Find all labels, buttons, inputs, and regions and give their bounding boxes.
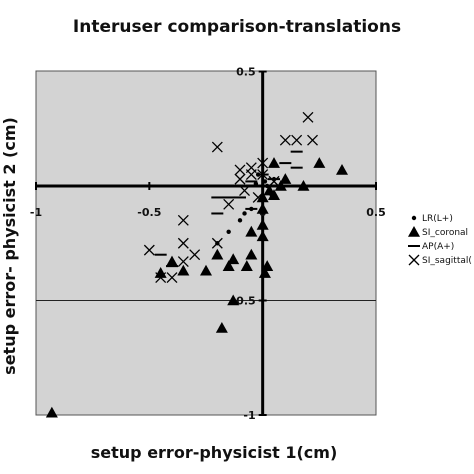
data-point-x bbox=[166, 272, 178, 284]
data-point-triangle bbox=[222, 260, 235, 271]
data-point-x bbox=[177, 256, 189, 268]
data-point-dot bbox=[226, 229, 231, 234]
data-point-triangle bbox=[240, 260, 253, 271]
data-point-x bbox=[155, 272, 167, 284]
axes bbox=[35, 70, 377, 416]
legend-symbol-triangle bbox=[408, 226, 420, 237]
data-point-triangle bbox=[313, 157, 326, 168]
data-point-triangle bbox=[200, 264, 212, 276]
data-point-triangle bbox=[256, 230, 269, 242]
data-point-triangle bbox=[245, 225, 258, 237]
data-point-triangle bbox=[45, 406, 58, 418]
data-point-triangle bbox=[268, 157, 280, 168]
data-point-dot bbox=[242, 211, 247, 216]
data-point-x bbox=[257, 157, 269, 169]
legend-label: SI_coronal bbox=[422, 228, 468, 238]
data-point-dot bbox=[262, 179, 268, 184]
data-point-triangle bbox=[227, 253, 240, 265]
data-point-x bbox=[177, 214, 189, 226]
data-point-dot bbox=[237, 218, 243, 223]
legend: LR(L+) SI_coronal AP(A+) SI_sagittal( bbox=[404, 208, 474, 270]
data-point-x bbox=[189, 249, 201, 261]
legend-label: SI_sagittal( bbox=[422, 256, 472, 266]
data-point-x bbox=[279, 134, 291, 146]
data-point-x bbox=[234, 173, 246, 185]
data-point-triangle bbox=[279, 173, 292, 184]
data-point-triangle bbox=[245, 248, 258, 260]
data-point-triangle bbox=[274, 180, 287, 191]
data-point-x bbox=[268, 175, 280, 187]
data-point-x bbox=[211, 141, 223, 153]
data-point-x bbox=[245, 169, 257, 181]
plot-area bbox=[35, 70, 377, 416]
legend-symbol-x bbox=[408, 254, 420, 266]
data-point-triangle bbox=[297, 180, 310, 191]
data-point-x bbox=[177, 237, 189, 249]
data-point-triangle bbox=[268, 189, 280, 200]
data-point-triangle bbox=[258, 267, 271, 278]
x-tick-label: -1 bbox=[30, 206, 42, 219]
data-point-dot bbox=[253, 181, 259, 186]
data-point-triangle bbox=[211, 248, 224, 260]
data-points bbox=[45, 111, 348, 418]
data-point-triangle bbox=[227, 294, 240, 306]
legend-label: AP(A+) bbox=[422, 242, 454, 252]
x-tick-label: -0.5 bbox=[137, 206, 161, 219]
data-point-x bbox=[307, 134, 318, 146]
data-point-x bbox=[291, 134, 303, 146]
data-point-x bbox=[223, 198, 235, 210]
legend-symbol-dot bbox=[411, 215, 417, 221]
data-point-x bbox=[257, 169, 269, 181]
data-point-x bbox=[211, 237, 223, 249]
data-point-triangle bbox=[261, 260, 274, 271]
data-point-x bbox=[234, 164, 246, 176]
data-point-triangle bbox=[256, 202, 269, 214]
y-tick-label: -1 bbox=[243, 409, 255, 422]
data-point-triangle bbox=[166, 255, 178, 267]
data-point-triangle bbox=[215, 321, 228, 333]
data-point-x bbox=[239, 185, 250, 197]
y-axis-title: setup error- physicist 2 (cm) bbox=[0, 117, 19, 375]
x-tick-label: 0.5 bbox=[366, 206, 386, 219]
y-tick-label: 0.5 bbox=[236, 66, 256, 79]
data-point-x bbox=[302, 111, 314, 123]
chart-title: Interuser comparison-translations bbox=[73, 17, 401, 37]
data-point-x bbox=[252, 191, 264, 203]
data-point-triangle bbox=[336, 163, 348, 175]
data-point-x bbox=[143, 244, 155, 256]
legend-label: LR(L+) bbox=[422, 214, 453, 224]
data-point-triangle bbox=[256, 218, 269, 230]
x-axis-title: setup error-physicist 1(cm) bbox=[91, 443, 338, 462]
data-point-triangle bbox=[177, 264, 190, 276]
